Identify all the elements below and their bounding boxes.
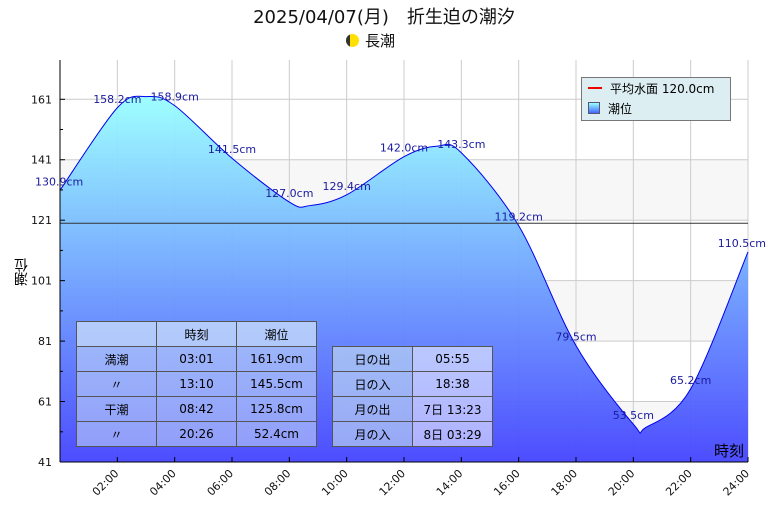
x-tick-label: 06:00	[205, 467, 237, 499]
table-cell: 〃	[76, 371, 157, 397]
legend: 平均水面 120.0cm 潮位	[581, 77, 731, 121]
table-cell: 08:42	[156, 396, 237, 422]
table-cell: 52.4cm	[236, 421, 317, 447]
table-cell: 8日 03:29	[412, 421, 493, 447]
y-tick-label: 141	[31, 154, 52, 167]
data-label: 119.2cm	[495, 211, 543, 224]
red-line-icon	[588, 87, 602, 89]
tide-type: 長潮	[365, 32, 396, 50]
table-row: 日の出 05:55	[332, 346, 493, 372]
table-cell: 7日 13:23	[412, 396, 493, 422]
data-label: 130.9cm	[35, 175, 83, 188]
y-tick-label: 101	[31, 275, 52, 288]
table-row: 〃 20:26 52.4cm	[76, 421, 317, 447]
y-tick-label: 41	[38, 456, 52, 469]
y-tick-label: 81	[38, 335, 52, 348]
table-cell: 03:01	[156, 346, 237, 372]
x-tick-label: 10:00	[319, 467, 351, 499]
x-tick-label: 08:00	[262, 467, 294, 499]
x-tick-label: 20:00	[606, 467, 638, 499]
table-row: 満潮 03:01 161.9cm	[76, 346, 317, 372]
table-row: 月の入 8日 03:29	[332, 421, 493, 447]
gradient-box-icon	[588, 102, 600, 114]
table-header: 時刻	[156, 321, 237, 347]
table-cell: 05:55	[412, 346, 493, 372]
data-label: 110.5cm	[718, 237, 766, 250]
legend-item-tide: 潮位	[582, 98, 730, 118]
table-header: 潮位	[236, 321, 317, 347]
table-cell: 18:38	[412, 371, 493, 397]
high-low-table: 時刻 潮位 満潮 03:01 161.9cm 〃 13:10 145.5cm 干潮 08:…	[76, 321, 317, 447]
chart-title: 2025/04/07(月) 折生迫の潮汐	[253, 7, 515, 28]
data-label: 129.4cm	[323, 180, 371, 193]
table-cell: 125.8cm	[236, 396, 317, 422]
data-label: 53.5cm	[613, 409, 654, 422]
data-label: 158.9cm	[151, 91, 199, 104]
table-cell: 月の出	[332, 396, 413, 422]
table-cell: 日の入	[332, 371, 413, 397]
table-cell: 145.5cm	[236, 371, 317, 397]
x-tick-label: 22:00	[663, 467, 695, 499]
x-tick-label: 18:00	[549, 467, 581, 499]
sun-moon-table: 日の出 05:55 日の入 18:38 月の出 7日 13:23 月の入 8日 03:2…	[332, 346, 493, 447]
x-tick-label: 14:00	[434, 467, 466, 499]
legend-mean-label: 平均水面 120.0cm	[610, 81, 715, 96]
y-tick-label: 161	[31, 93, 52, 106]
table-cell: 日の出	[332, 346, 413, 372]
data-label: 79.5cm	[555, 331, 596, 344]
subtitle: 長潮	[346, 30, 395, 51]
x-tick-label: 12:00	[377, 467, 409, 499]
y-axis-label: 潮位	[14, 258, 30, 286]
table-row: 〃 13:10 145.5cm	[76, 371, 317, 397]
legend-item-mean: 平均水面 120.0cm	[582, 78, 730, 98]
table-cell: 20:26	[156, 421, 237, 447]
table-cell: 161.9cm	[236, 346, 317, 372]
table-row: 月の出 7日 13:23	[332, 396, 493, 422]
data-label: 143.3cm	[437, 138, 485, 151]
y-tick-label: 61	[38, 396, 52, 409]
tide-line	[59, 95, 749, 434]
data-label: 141.5cm	[208, 143, 256, 156]
x-tick-label: 04:00	[147, 467, 179, 499]
table-row: 干潮 08:42 125.8cm	[76, 396, 317, 422]
legend-tide-label: 潮位	[608, 101, 633, 116]
data-label: 127.0cm	[265, 187, 313, 200]
moon-phase-icon	[346, 34, 359, 47]
table-cell: 干潮	[76, 396, 157, 422]
data-label: 142.0cm	[380, 142, 428, 155]
table-cell: 月の入	[332, 421, 413, 447]
table-cell: 13:10	[156, 371, 237, 397]
table-row: 日の入 18:38	[332, 371, 493, 397]
data-label: 158.2cm	[93, 93, 141, 106]
table-cell: 満潮	[76, 346, 157, 372]
x-axis-label: 時刻	[714, 442, 745, 460]
x-tick-label: 24:00	[721, 467, 753, 499]
y-tick-label: 121	[31, 214, 52, 227]
table-header-row: 時刻 潮位	[76, 321, 317, 347]
x-tick-label: 02:00	[90, 467, 122, 499]
x-tick-label: 16:00	[491, 467, 523, 499]
table-header	[76, 321, 157, 347]
data-label: 65.2cm	[670, 374, 711, 387]
table-cell: 〃	[76, 421, 157, 447]
